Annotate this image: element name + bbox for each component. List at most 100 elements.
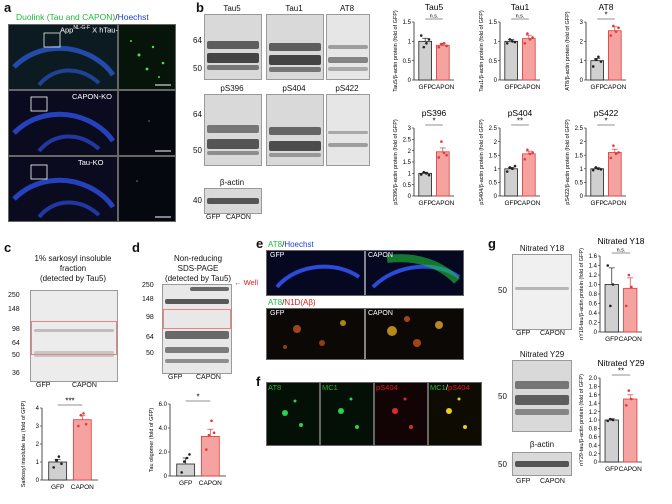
y-tick-label: 0 xyxy=(594,330,598,336)
label-mc1: MC1 xyxy=(430,383,446,392)
panel-e-top-title: AT8/Hoechst xyxy=(268,240,314,249)
title-hoechst: Hoechst xyxy=(117,12,149,22)
lane-label-capon: CAPON xyxy=(540,330,565,337)
well-label: Well xyxy=(243,278,259,287)
marker: 50 xyxy=(12,352,20,359)
panel-a-title: Duolink (Tau and CAPON)/Hoechst xyxy=(16,12,149,22)
panel-label-b: b xyxy=(196,0,204,15)
y-tick-label: 0 xyxy=(494,194,498,200)
sep: / xyxy=(445,383,448,392)
y-tick-label: 3 xyxy=(36,424,40,430)
data-point xyxy=(180,471,183,474)
blot-sarkosyl xyxy=(30,290,118,382)
y-tick-label: 0.5 xyxy=(489,59,498,65)
y-tick-label: 0.4 xyxy=(589,311,598,317)
data-point xyxy=(523,157,527,161)
blot-at8 xyxy=(326,14,370,80)
data-point xyxy=(611,283,615,286)
micro-a-row2-label: CAPON-KO xyxy=(72,92,113,101)
x-tick-label: CAPON xyxy=(619,466,642,473)
micro-e-top xyxy=(266,250,464,296)
y-tick-label: 2.5 xyxy=(403,138,412,144)
y-tick-label: 2 xyxy=(580,40,584,46)
micro-a-row3-label: Tau-KO xyxy=(78,158,104,167)
micro-a-row3-main xyxy=(8,156,118,222)
data-point xyxy=(526,32,529,35)
data-point xyxy=(440,43,443,46)
x-tick-label: GFP xyxy=(591,84,604,91)
data-point xyxy=(627,389,631,392)
data-point xyxy=(77,424,80,428)
sep: / xyxy=(282,298,285,307)
data-point xyxy=(513,40,517,44)
data-point xyxy=(419,34,423,37)
marker-64: 64 xyxy=(193,36,202,45)
x-tick-label: CAPON xyxy=(603,200,626,207)
y-tick-label: 0.8 xyxy=(589,292,598,298)
label-capon: CAPON xyxy=(368,310,393,317)
blot-beta-actin xyxy=(204,188,262,214)
data-point xyxy=(531,36,534,39)
x-tick-label: CAPON xyxy=(71,484,94,491)
y-tick-label: 2.5 xyxy=(489,126,498,132)
data-point xyxy=(508,166,512,169)
bar xyxy=(200,435,220,477)
data-point xyxy=(437,45,441,49)
data-point xyxy=(624,304,628,308)
x-tick-label: GFP xyxy=(605,466,618,473)
micro-f-ps404 xyxy=(374,382,428,446)
chart-title: Tau5 xyxy=(425,2,444,12)
y-tick-label: 0 xyxy=(580,78,584,84)
data-point xyxy=(617,151,620,154)
data-point xyxy=(627,273,631,277)
significance-label: * xyxy=(604,117,607,126)
x-tick-label: CAPON xyxy=(199,480,222,487)
y-tick-label: 0.8 xyxy=(589,427,598,433)
marker: 64 xyxy=(12,340,20,347)
data-point xyxy=(60,462,63,466)
bar xyxy=(623,398,638,463)
y-tick-label: 0 xyxy=(408,194,412,200)
data-point xyxy=(511,167,514,171)
y-tick-label: 0.2 xyxy=(589,452,598,458)
y-tick-label: 2 xyxy=(408,149,412,155)
data-point xyxy=(526,148,529,152)
data-point xyxy=(609,417,612,421)
x-tick-label: GFP xyxy=(179,480,192,487)
y-tick-label: 1.5 xyxy=(575,153,584,159)
marker: 50 xyxy=(146,350,154,357)
data-point xyxy=(609,304,612,308)
title-line: Non-reducing xyxy=(173,254,223,263)
label-app-suffix: X hTau-KI xyxy=(90,25,126,35)
bar xyxy=(590,168,604,197)
y-tick-label: 1.5 xyxy=(403,20,412,26)
blot-ps396 xyxy=(204,94,262,166)
y-tick-label: 4.0 xyxy=(159,426,168,432)
lane-label-gfp: GFP xyxy=(36,382,51,389)
data-point xyxy=(445,44,448,48)
marker: 148 xyxy=(8,306,20,313)
x-tick-label: CAPON xyxy=(431,84,454,91)
data-point xyxy=(594,58,598,61)
lane-label-capon: CAPON xyxy=(540,478,565,485)
y-tick-label: 1 xyxy=(580,59,584,65)
y-tick-label: 0 xyxy=(594,460,598,466)
y-tick-label: 0.5 xyxy=(489,181,498,187)
bar xyxy=(608,30,622,81)
lane-label-capon: CAPON xyxy=(72,382,97,389)
y-tick-label: 1 xyxy=(580,167,584,173)
marker: 64 xyxy=(146,334,154,341)
micro-a-row2-zoom xyxy=(118,90,176,156)
x-tick-label: GFP xyxy=(505,200,518,207)
zoom-image xyxy=(148,120,171,152)
brain-section-image xyxy=(275,251,461,295)
data-point xyxy=(591,168,595,172)
panel-label-d: d xyxy=(132,240,140,255)
data-point xyxy=(52,466,55,469)
blot-beta-actin-g xyxy=(512,452,572,476)
fluorescence-image xyxy=(392,397,413,429)
y-tick-label: 1 xyxy=(408,40,412,46)
data-point xyxy=(528,152,532,156)
bar xyxy=(48,461,68,481)
marker: 148 xyxy=(142,296,154,303)
